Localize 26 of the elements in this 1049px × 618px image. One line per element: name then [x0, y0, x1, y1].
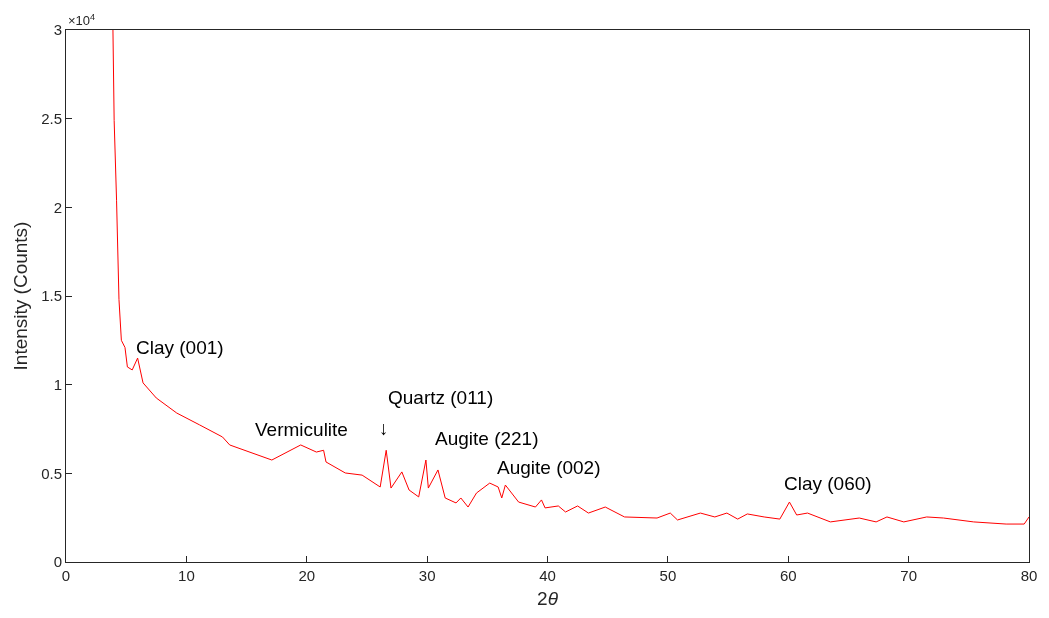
y-tick-label: 3	[53, 21, 62, 39]
y-tick-label: 1	[53, 375, 62, 393]
y-tick-label: 0	[53, 553, 62, 571]
annotation: Vermiculite	[255, 419, 348, 440]
x-tick-label: 50	[659, 567, 677, 584]
annotation: Clay (001)	[136, 337, 224, 358]
x-tick-label: 60	[779, 567, 797, 584]
line-series	[112, 30, 1029, 525]
y-axis-title: Intensity (Counts)	[9, 221, 31, 371]
y-tick-label: 0.5	[41, 464, 62, 482]
annotation: Augite (221)	[435, 428, 539, 449]
x-tick-label: 20	[298, 567, 316, 584]
y-tick-label: 1.5	[41, 287, 62, 305]
x-tick-label: 30	[418, 567, 436, 584]
annotation: Augite (002)	[497, 457, 601, 478]
text: ×10$^{4}$	[68, 12, 96, 29]
x-tick-label: 80	[1020, 567, 1038, 584]
x-tick-label: 70	[900, 567, 917, 584]
y-tick-label: 2	[53, 198, 62, 216]
x-tick-label: 40	[539, 567, 556, 584]
annotation: Clay (060)	[784, 473, 872, 494]
x-axis-title: 2θ	[537, 587, 559, 609]
annotation: Quartz (011)	[388, 387, 494, 408]
x-tick-label: 10	[178, 567, 195, 584]
annotation: ↓	[379, 418, 389, 439]
y-tick-label: 2.5	[41, 109, 62, 127]
